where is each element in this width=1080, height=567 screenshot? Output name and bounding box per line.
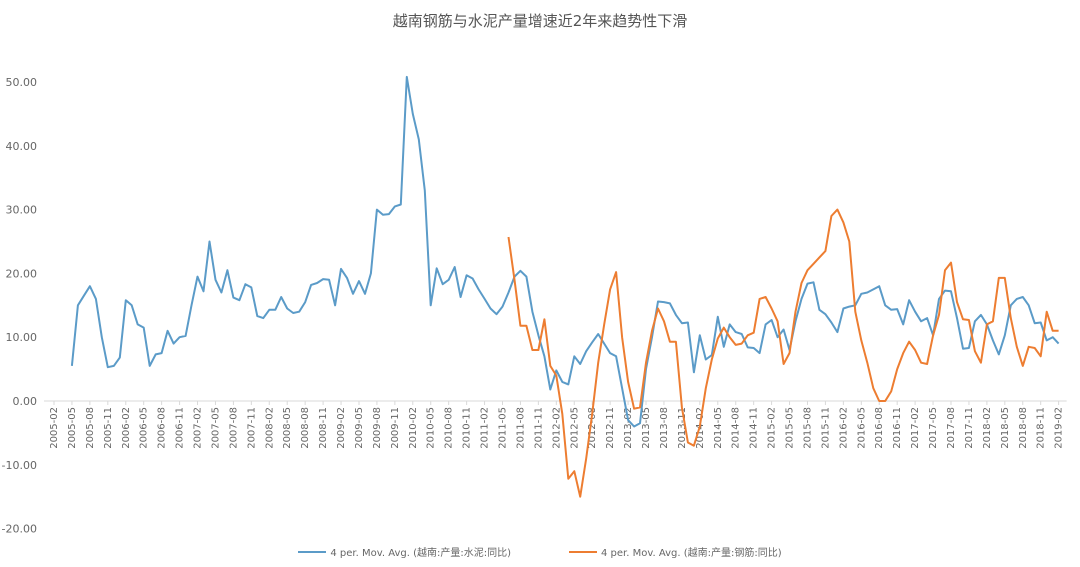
x-tick-label: 2014-11 [749,407,760,449]
x-tick-label: 2007-05 [210,407,221,449]
y-tick-label: 50.00 [6,76,38,89]
y-tick-label: 10.00 [6,331,38,344]
x-tick-label: 2015-02 [767,407,778,449]
legend-label-cement: 4 per. Mov. Avg. (越南:产量:水泥:同比) [330,548,511,559]
x-tick-label: 2015-11 [820,407,831,449]
x-tick-label: 2011-02 [480,407,491,449]
y-tick-label: 20.00 [6,267,38,280]
x-tick-label: 2007-11 [246,407,257,449]
legend: 4 per. Mov. Avg. (越南:产量:水泥:同比) 4 per. Mo… [0,544,1080,559]
series-line-rebar [507,208,1059,498]
x-tick-label: 2012-02 [551,407,562,449]
x-tick-label: 2016-11 [892,407,903,449]
x-tick-label: 2010-08 [444,407,455,449]
x-tick-label: 2017-05 [928,407,939,449]
x-tick-label: 2013-08 [659,407,670,449]
x-tick-label: 2009-05 [354,407,365,449]
x-tick-label: 2005-02 [49,407,60,449]
x-tick-label: 2017-02 [910,407,921,449]
x-tick-label: 2014-08 [731,407,742,449]
x-tick-label: 2012-08 [587,407,598,449]
x-tick-label: 2009-08 [372,407,383,449]
legend-swatch-cement [298,550,327,553]
x-tick-label: 2005-08 [85,407,96,449]
y-tick-label: 0.00 [13,395,38,408]
x-tick-label: 2008-02 [264,407,275,449]
x-tick-label: 2012-05 [569,407,580,449]
x-tick-label: 2018-08 [1018,407,1029,449]
series-lines [70,75,1060,498]
legend-label-rebar: 4 per. Mov. Avg. (越南:产量:钢筋:同比) [601,548,782,559]
x-tick-label: 2010-02 [408,407,419,449]
series-line-cement [70,75,1060,428]
y-tick-label: -10.00 [2,459,37,472]
x-tick-label: 2018-11 [1036,407,1047,449]
x-tick-label: 2014-05 [713,407,724,449]
x-tick-label: 2006-11 [175,407,186,449]
x-tick-label: 2017-11 [964,407,975,449]
x-tick-label: 2010-05 [426,407,437,449]
x-tick-label: 2011-05 [498,407,509,449]
x-tick-label: 2006-02 [121,407,132,449]
x-axis: 2005-02 2005-05 2005-08 2005-11 2006-02 2006-… [49,401,1065,449]
x-tick-label: 2015-08 [802,407,813,449]
x-tick-label: 2018-02 [982,407,993,449]
x-tick-label: 2007-02 [193,407,204,449]
x-tick-label: 2013-05 [641,407,652,449]
x-tick-label: 2010-11 [462,407,473,449]
chart-title: 越南钢筋与水泥产量增速近2年来趋势性下滑 [392,12,688,30]
legend-swatch-rebar [569,550,597,553]
x-tick-label: 2015-05 [785,407,796,449]
x-tick-label: 2007-08 [228,407,239,449]
x-tick-label: 2011-08 [515,407,526,449]
x-tick-label: 2011-11 [533,407,544,449]
y-tick-label: 40.00 [6,140,38,153]
y-tick-label: 30.00 [6,204,38,217]
x-tick-label: 2005-05 [67,407,78,449]
x-tick-label: 2008-11 [318,407,329,449]
x-tick-label: 2009-02 [336,407,347,449]
x-tick-label: 2017-08 [946,407,957,449]
x-tick-label: 2013-11 [677,407,688,449]
x-tick-label: 2009-11 [390,407,401,449]
y-axis: 50.00 40.00 30.00 20.00 10.00 0.00 -10.00 -20.0… [2,76,37,536]
x-tick-label: 2016-08 [874,407,885,449]
x-tick-label: 2006-08 [157,407,168,449]
x-tick-label: 2019-02 [1054,407,1065,449]
x-tick-label: 2016-02 [838,407,849,449]
legend-item-cement: 4 per. Mov. Avg. (越南:产量:水泥:同比) [298,544,511,559]
x-tick-label: 2013-02 [623,407,634,449]
x-tick-label: 2016-05 [856,407,867,449]
x-tick-label: 2008-05 [282,407,293,449]
x-tick-label: 2012-11 [605,407,616,449]
y-tick-label: -20.00 [2,523,37,536]
x-tick-label: 2006-05 [139,407,150,449]
x-tick-label: 2008-08 [300,407,311,449]
x-tick-label: 2018-05 [1000,407,1011,449]
x-tick-label: 2005-11 [103,407,114,449]
legend-item-rebar: 4 per. Mov. Avg. (越南:产量:钢筋:同比) [569,544,782,559]
